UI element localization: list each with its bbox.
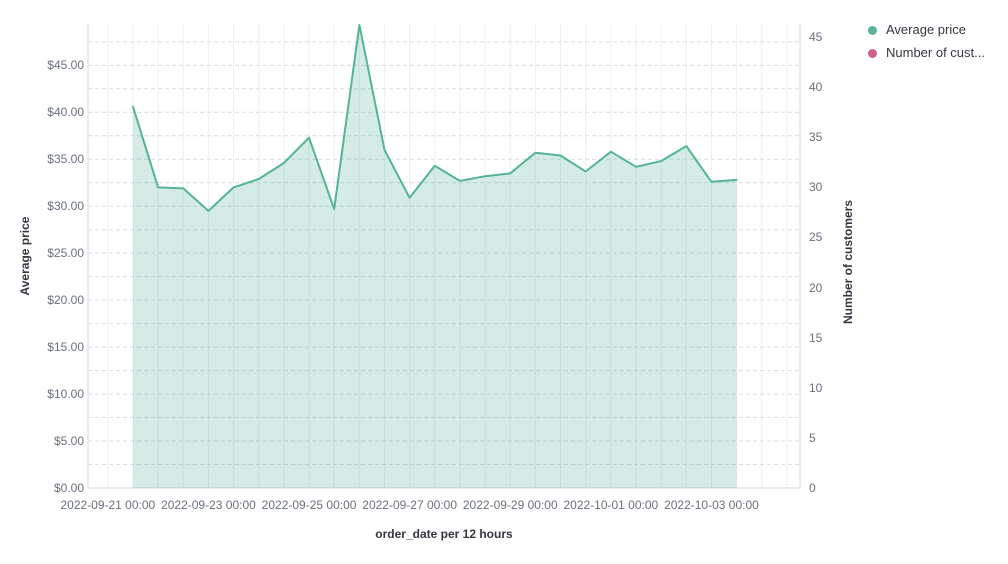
x-axis-tick: 2022-09-21 00:00 [60, 498, 156, 512]
right-axis-tick: 40 [809, 80, 823, 95]
right-axis-tick: 5 [809, 430, 816, 445]
x-axis-tick: 2022-10-03 00:00 [664, 498, 759, 512]
legend-dot-icon [868, 25, 877, 35]
left-axis-tick: $45.00 [47, 58, 84, 73]
left-axis-title: Average price [18, 216, 32, 296]
right-axis-tick: 25 [809, 230, 823, 245]
left-axis-tick: $25.00 [47, 246, 84, 261]
right-axis-tick: 30 [809, 180, 823, 195]
left-axis-tick: $0.00 [53, 481, 84, 495]
right-axis-tick: 15 [809, 330, 823, 345]
average-price-area [133, 24, 737, 489]
left-axis-tick: $30.00 [47, 199, 84, 214]
left-axis-tick: $35.00 [47, 152, 84, 167]
x-axis-tick: 2022-10-01 00:00 [563, 498, 659, 512]
x-axis-tick: 2022-09-25 00:00 [261, 498, 357, 512]
x-axis-tick: 2022-09-29 00:00 [462, 498, 558, 512]
legend-item-label: Average price [886, 22, 966, 37]
right-axis-tick: 35 [809, 130, 823, 145]
left-axis-tick: $10.00 [47, 387, 84, 402]
legend-item-number-of-customers[interactable]: Number of cust... [868, 45, 985, 61]
right-axis-tick: 20 [809, 280, 823, 295]
right-axis-title: Number of customers [841, 199, 855, 325]
left-axis-tick: $40.00 [47, 105, 84, 120]
left-axis-tick: $20.00 [47, 293, 84, 308]
x-axis-tick: 2022-09-27 00:00 [362, 498, 458, 512]
right-axis-tick: 0 [809, 481, 816, 495]
x-axis-title: order_date per 12 hours [375, 527, 513, 541]
legend-dot-icon [868, 48, 877, 58]
x-axis-tick: 2022-09-23 00:00 [161, 498, 256, 512]
right-axis-tick: 10 [809, 380, 823, 395]
average-price-line [132, 23, 738, 212]
legend-item-average-price[interactable]: Average price [868, 22, 985, 38]
legend: Average price Number of cust... [868, 22, 985, 61]
legend-item-label: Number of cust... [886, 45, 985, 60]
left-axis-tick: $15.00 [47, 340, 84, 355]
right-axis-tick: 45 [809, 30, 823, 45]
left-axis-tick: $5.00 [53, 434, 84, 449]
